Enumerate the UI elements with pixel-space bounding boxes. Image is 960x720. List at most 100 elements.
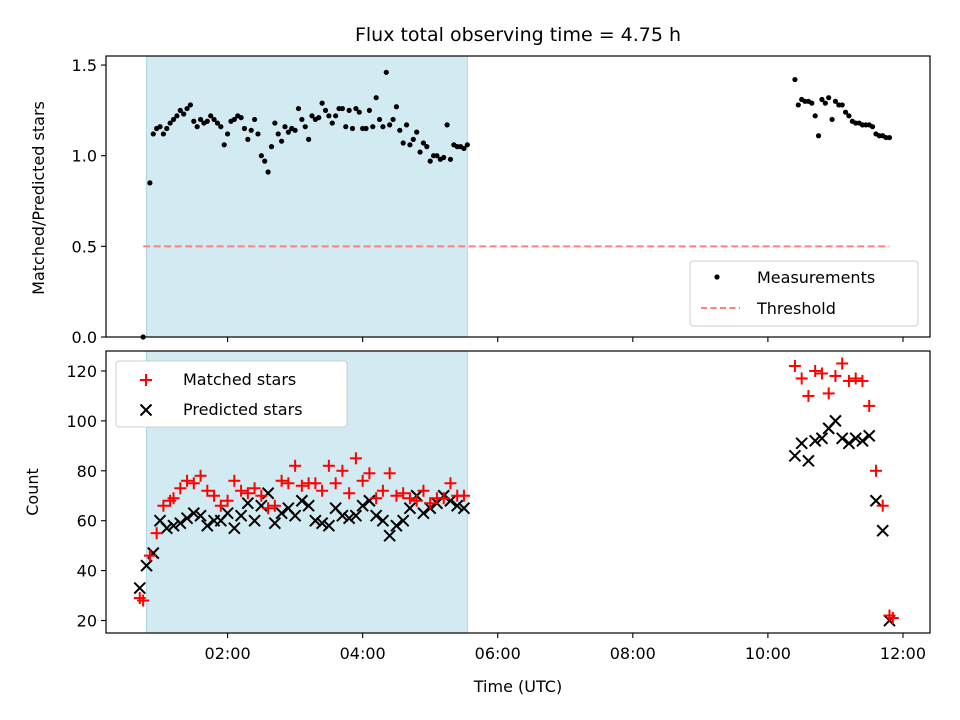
measurement-point — [356, 109, 362, 115]
x-tick-label-1: 04:00 — [340, 644, 386, 663]
measurement-point — [316, 115, 322, 121]
predicted-star-point — [417, 507, 430, 520]
matched-star-point — [174, 482, 187, 495]
predicted-star-point — [302, 499, 315, 512]
measurement-point — [387, 122, 393, 128]
measurement-point — [329, 120, 335, 126]
matched-star-point — [329, 477, 342, 490]
matched-star-point — [194, 469, 207, 482]
measurement-point — [302, 124, 308, 130]
measurement-point — [373, 95, 379, 101]
measurement-point — [417, 149, 423, 155]
measurement-point — [400, 140, 406, 146]
measurement-point — [349, 125, 356, 132]
matched-star-point — [802, 389, 815, 402]
matched-star-point — [289, 459, 302, 472]
matched-star-point — [228, 474, 241, 487]
matched-star-point — [842, 374, 855, 387]
matched-star-point — [167, 492, 180, 505]
predicted-star-point — [315, 516, 329, 530]
matched-star-point — [309, 477, 322, 490]
measurement-point — [414, 129, 420, 135]
matched-star-point — [268, 499, 281, 512]
legend-predicted-x — [139, 403, 153, 417]
bottom-panel: 20 40 60 80 100 120 02:00 04:00 06:00 08:00 10:00… — [23, 350, 931, 696]
predicted-star-point — [829, 414, 842, 428]
matched-star-point — [316, 484, 329, 497]
measurement-point — [842, 109, 849, 115]
matched-star-point — [343, 487, 356, 500]
measurement-point — [326, 113, 332, 119]
bottom-legend: Matched stars Predicted stars — [115, 360, 348, 428]
measurement-point — [464, 142, 470, 148]
predicted-star-point — [295, 494, 309, 507]
predicted-star-point — [160, 521, 173, 535]
matched-star-point — [410, 494, 423, 507]
measurement-point — [258, 153, 264, 159]
top-y-tick-label-0: 0.0 — [72, 328, 97, 347]
legend-matched-plus — [140, 374, 152, 386]
predicted-star-point — [356, 499, 369, 512]
predicted-star-point — [201, 519, 214, 532]
chart-title: Flux total observing time = 4.75 h — [355, 24, 681, 46]
predicted-star-point — [275, 507, 288, 520]
measurement-points — [140, 69, 893, 340]
bottom-y-tick-label-2: 60 — [77, 512, 97, 531]
matched-star-point — [437, 492, 450, 505]
measurement-point — [434, 153, 440, 159]
measurement-point — [826, 95, 832, 101]
matched-star-point — [836, 357, 849, 370]
measurement-point — [815, 133, 822, 139]
measurement-point — [427, 158, 433, 164]
predicted-star-point — [808, 434, 822, 448]
measurement-point — [829, 116, 835, 123]
measurement-point — [319, 100, 325, 106]
measurement-point — [268, 144, 275, 150]
matched-star-point — [275, 474, 288, 487]
x-tick-label-4: 10:00 — [745, 644, 791, 663]
matched-star-point — [255, 489, 268, 502]
measurement-point — [346, 107, 352, 113]
matched-star-point — [370, 492, 383, 505]
measurement-point — [393, 104, 400, 110]
x-tick-label-3: 08:00 — [610, 644, 656, 663]
measurement-point — [204, 118, 210, 124]
matched-star-point — [181, 474, 194, 487]
measurement-point — [251, 116, 258, 123]
bottom-legend-box — [115, 360, 348, 428]
measurement-point — [846, 113, 852, 119]
measurement-point — [839, 102, 845, 108]
matched-star-point — [795, 372, 808, 385]
measurement-point — [164, 125, 170, 132]
predicted-star-point — [876, 524, 889, 537]
predicted-star-point — [444, 494, 457, 507]
predicted-star-point — [383, 529, 396, 542]
predicted-star-point — [802, 454, 815, 468]
legend-predicted-marker — [139, 403, 153, 417]
measurement-point — [397, 127, 403, 133]
measurement-point — [241, 125, 248, 132]
top-shaded-interval — [146, 55, 468, 338]
measurement-point — [147, 180, 153, 186]
bottom-y-tick-label-0: 20 — [77, 612, 97, 631]
matched-star-point — [856, 374, 869, 387]
predicted-star-point — [248, 514, 261, 527]
predicted-star-point — [187, 507, 201, 520]
measurement-point — [322, 107, 329, 113]
bottom-y-tick-label-3: 80 — [77, 462, 97, 481]
bottom-y-axis-label: Count — [23, 468, 42, 516]
predicted-star-point — [268, 516, 282, 530]
predicted-star-point — [255, 499, 268, 512]
measurement-point — [792, 76, 798, 83]
x-tick-label-2: 06:00 — [475, 644, 521, 663]
bottom-y-tick-label-1: 40 — [77, 562, 97, 581]
measurement-point — [197, 116, 204, 123]
measurement-point — [441, 154, 447, 161]
measurement-point — [265, 169, 271, 175]
measurement-point — [295, 105, 302, 112]
matched-star-point — [849, 372, 862, 385]
measurement-point — [292, 127, 298, 133]
measurement-point — [309, 113, 315, 119]
matched-star-point — [150, 527, 163, 540]
